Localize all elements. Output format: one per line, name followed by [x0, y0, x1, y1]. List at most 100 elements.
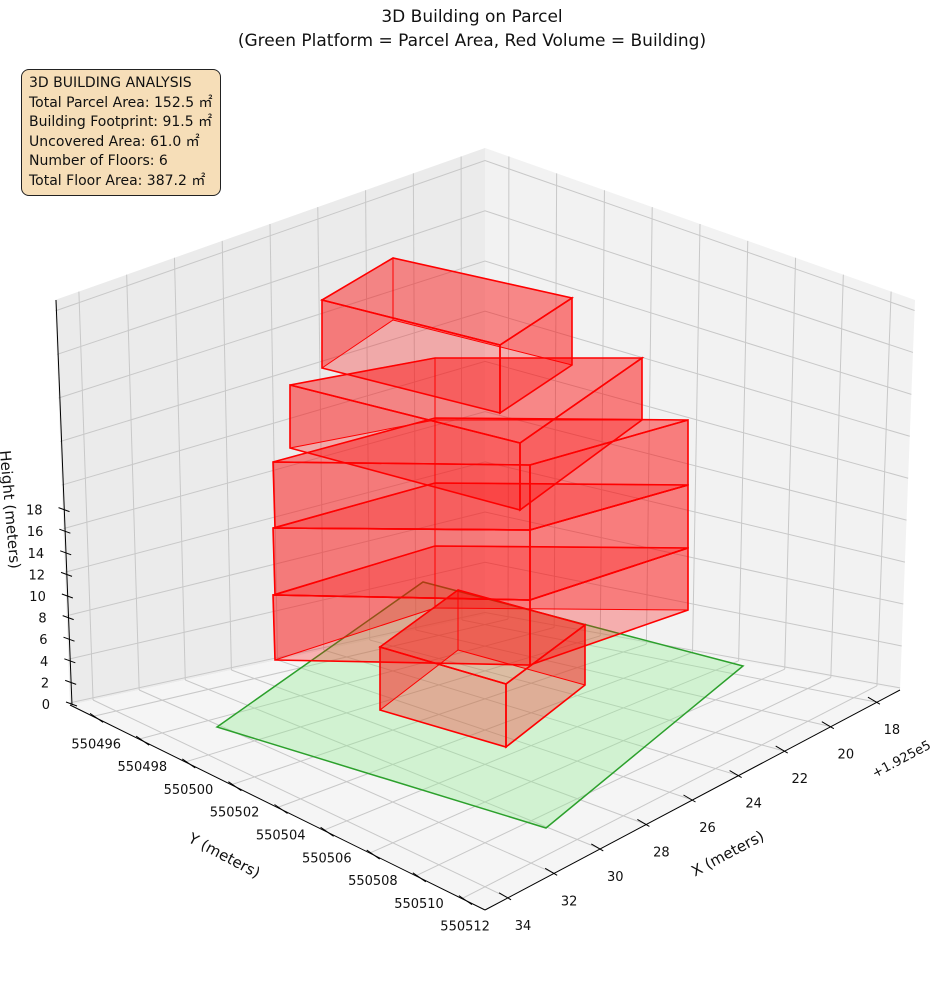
z-tick-label: 8 — [38, 612, 46, 627]
gridline — [61, 360, 909, 486]
z-tick — [63, 636, 75, 642]
gridline — [58, 260, 912, 399]
y-tick-label: 550506 — [302, 851, 352, 866]
chart-subtitle: (Green Platform = Parcel Area, Red Volum… — [237, 31, 707, 51]
y-tick — [135, 735, 150, 746]
z-tick-label: 2 — [41, 676, 49, 691]
floor-5-top-face — [319, 257, 575, 346]
x-tick — [775, 745, 788, 754]
z-tick — [60, 550, 72, 556]
z-tick-label: 0 — [42, 698, 50, 713]
x-tick — [637, 819, 650, 827]
gridline — [876, 291, 892, 686]
floor-pane — [70, 615, 900, 910]
info-line: Number of Floors: 6 — [29, 153, 168, 169]
z-tick-label: 16 — [27, 525, 44, 540]
z-tick — [62, 615, 74, 621]
gridline — [78, 291, 94, 701]
x-tick-label: 24 — [745, 797, 762, 812]
x-tick-label: 30 — [607, 870, 624, 885]
gridline — [365, 190, 371, 641]
x-tick — [821, 721, 835, 730]
gridline — [553, 173, 558, 628]
gridline — [126, 274, 140, 691]
x-tick — [683, 794, 696, 803]
info-line: Total Floor Area: 387.2 ㎡ — [29, 172, 206, 189]
gridline — [599, 190, 605, 636]
y-tick-label: 550498 — [118, 760, 168, 775]
gridline — [55, 160, 915, 312]
x-tick — [544, 867, 558, 876]
y-tick-label: 550504 — [256, 829, 306, 844]
gridline — [92, 699, 509, 899]
z-axis-line — [55, 299, 73, 706]
z-tick — [59, 528, 71, 534]
y-tick-label: 550510 — [394, 897, 444, 912]
z-tick-label: 6 — [39, 633, 47, 648]
info-heading: 3D BUILDING ANALYSIS — [29, 75, 192, 91]
y-tick — [228, 781, 242, 792]
gridline — [138, 689, 555, 874]
gridline — [173, 257, 186, 681]
z-tick — [65, 701, 78, 707]
gridline — [56, 210, 914, 355]
gridline — [317, 207, 325, 651]
right-pane — [485, 148, 915, 690]
x-tick — [729, 770, 742, 778]
x-offset-label: +1.925e5 — [870, 738, 934, 781]
x-tick — [591, 843, 604, 852]
x-tick-label: 32 — [561, 894, 578, 909]
floor-4-top-face — [289, 357, 645, 444]
info-line: Uncovered Area: 61.0 ㎡ — [29, 133, 200, 150]
left-pane — [55, 148, 485, 705]
y-tick — [412, 872, 427, 883]
gridline — [68, 561, 902, 660]
gridline — [692, 223, 701, 653]
gridline — [830, 274, 844, 678]
x-tick-label: 26 — [699, 821, 716, 836]
x-tick-label: 18 — [884, 723, 901, 738]
x-tick-label: 34 — [515, 919, 532, 934]
gridline — [66, 511, 904, 617]
gridline — [784, 257, 797, 670]
z-tick-label: 12 — [28, 568, 45, 583]
gridline — [738, 240, 749, 661]
info-box: 3D BUILDING ANALYSIS Total Parcel Area: … — [21, 69, 221, 196]
y-tick-label: 550502 — [210, 806, 260, 821]
floor-1-front-left-face — [272, 594, 531, 666]
x-tick — [867, 696, 881, 705]
y-tick-label: 550500 — [164, 783, 214, 798]
y-tick-label: 550508 — [348, 874, 398, 889]
z-tick — [58, 507, 70, 513]
floor-3-top-face — [272, 417, 689, 466]
y-tick — [320, 826, 334, 837]
y-axis-label: Y (meters) — [185, 829, 264, 882]
z-tick — [60, 571, 73, 577]
gridline — [461, 685, 878, 900]
gridline — [69, 611, 901, 704]
gridline — [507, 156, 510, 620]
info-line: Building Footprint: 91.5 ㎡ — [29, 114, 213, 130]
y-tick — [366, 849, 381, 860]
gridline — [412, 173, 417, 631]
z-axis-label: Height (meters) — [0, 450, 24, 570]
z-tick-label: 10 — [29, 590, 46, 605]
x-tick-label: 20 — [838, 748, 855, 763]
x-tick — [498, 892, 512, 901]
z-tick — [61, 593, 74, 599]
gridline — [460, 156, 463, 621]
gridline — [269, 223, 278, 661]
y-tick — [274, 804, 288, 814]
y-tick — [89, 712, 104, 723]
info-line: Total Parcel Area: 152.5 ㎡ — [29, 94, 213, 111]
z-tick — [64, 658, 76, 664]
chart-title: 3D Building on Parcel — [381, 7, 563, 27]
gridline — [63, 411, 907, 530]
y-tick-label: 550512 — [440, 920, 490, 935]
z-tick-label: 18 — [26, 504, 43, 519]
y-tick-label: 550496 — [71, 737, 121, 752]
z-tick — [64, 679, 77, 685]
y-tick — [181, 758, 196, 769]
